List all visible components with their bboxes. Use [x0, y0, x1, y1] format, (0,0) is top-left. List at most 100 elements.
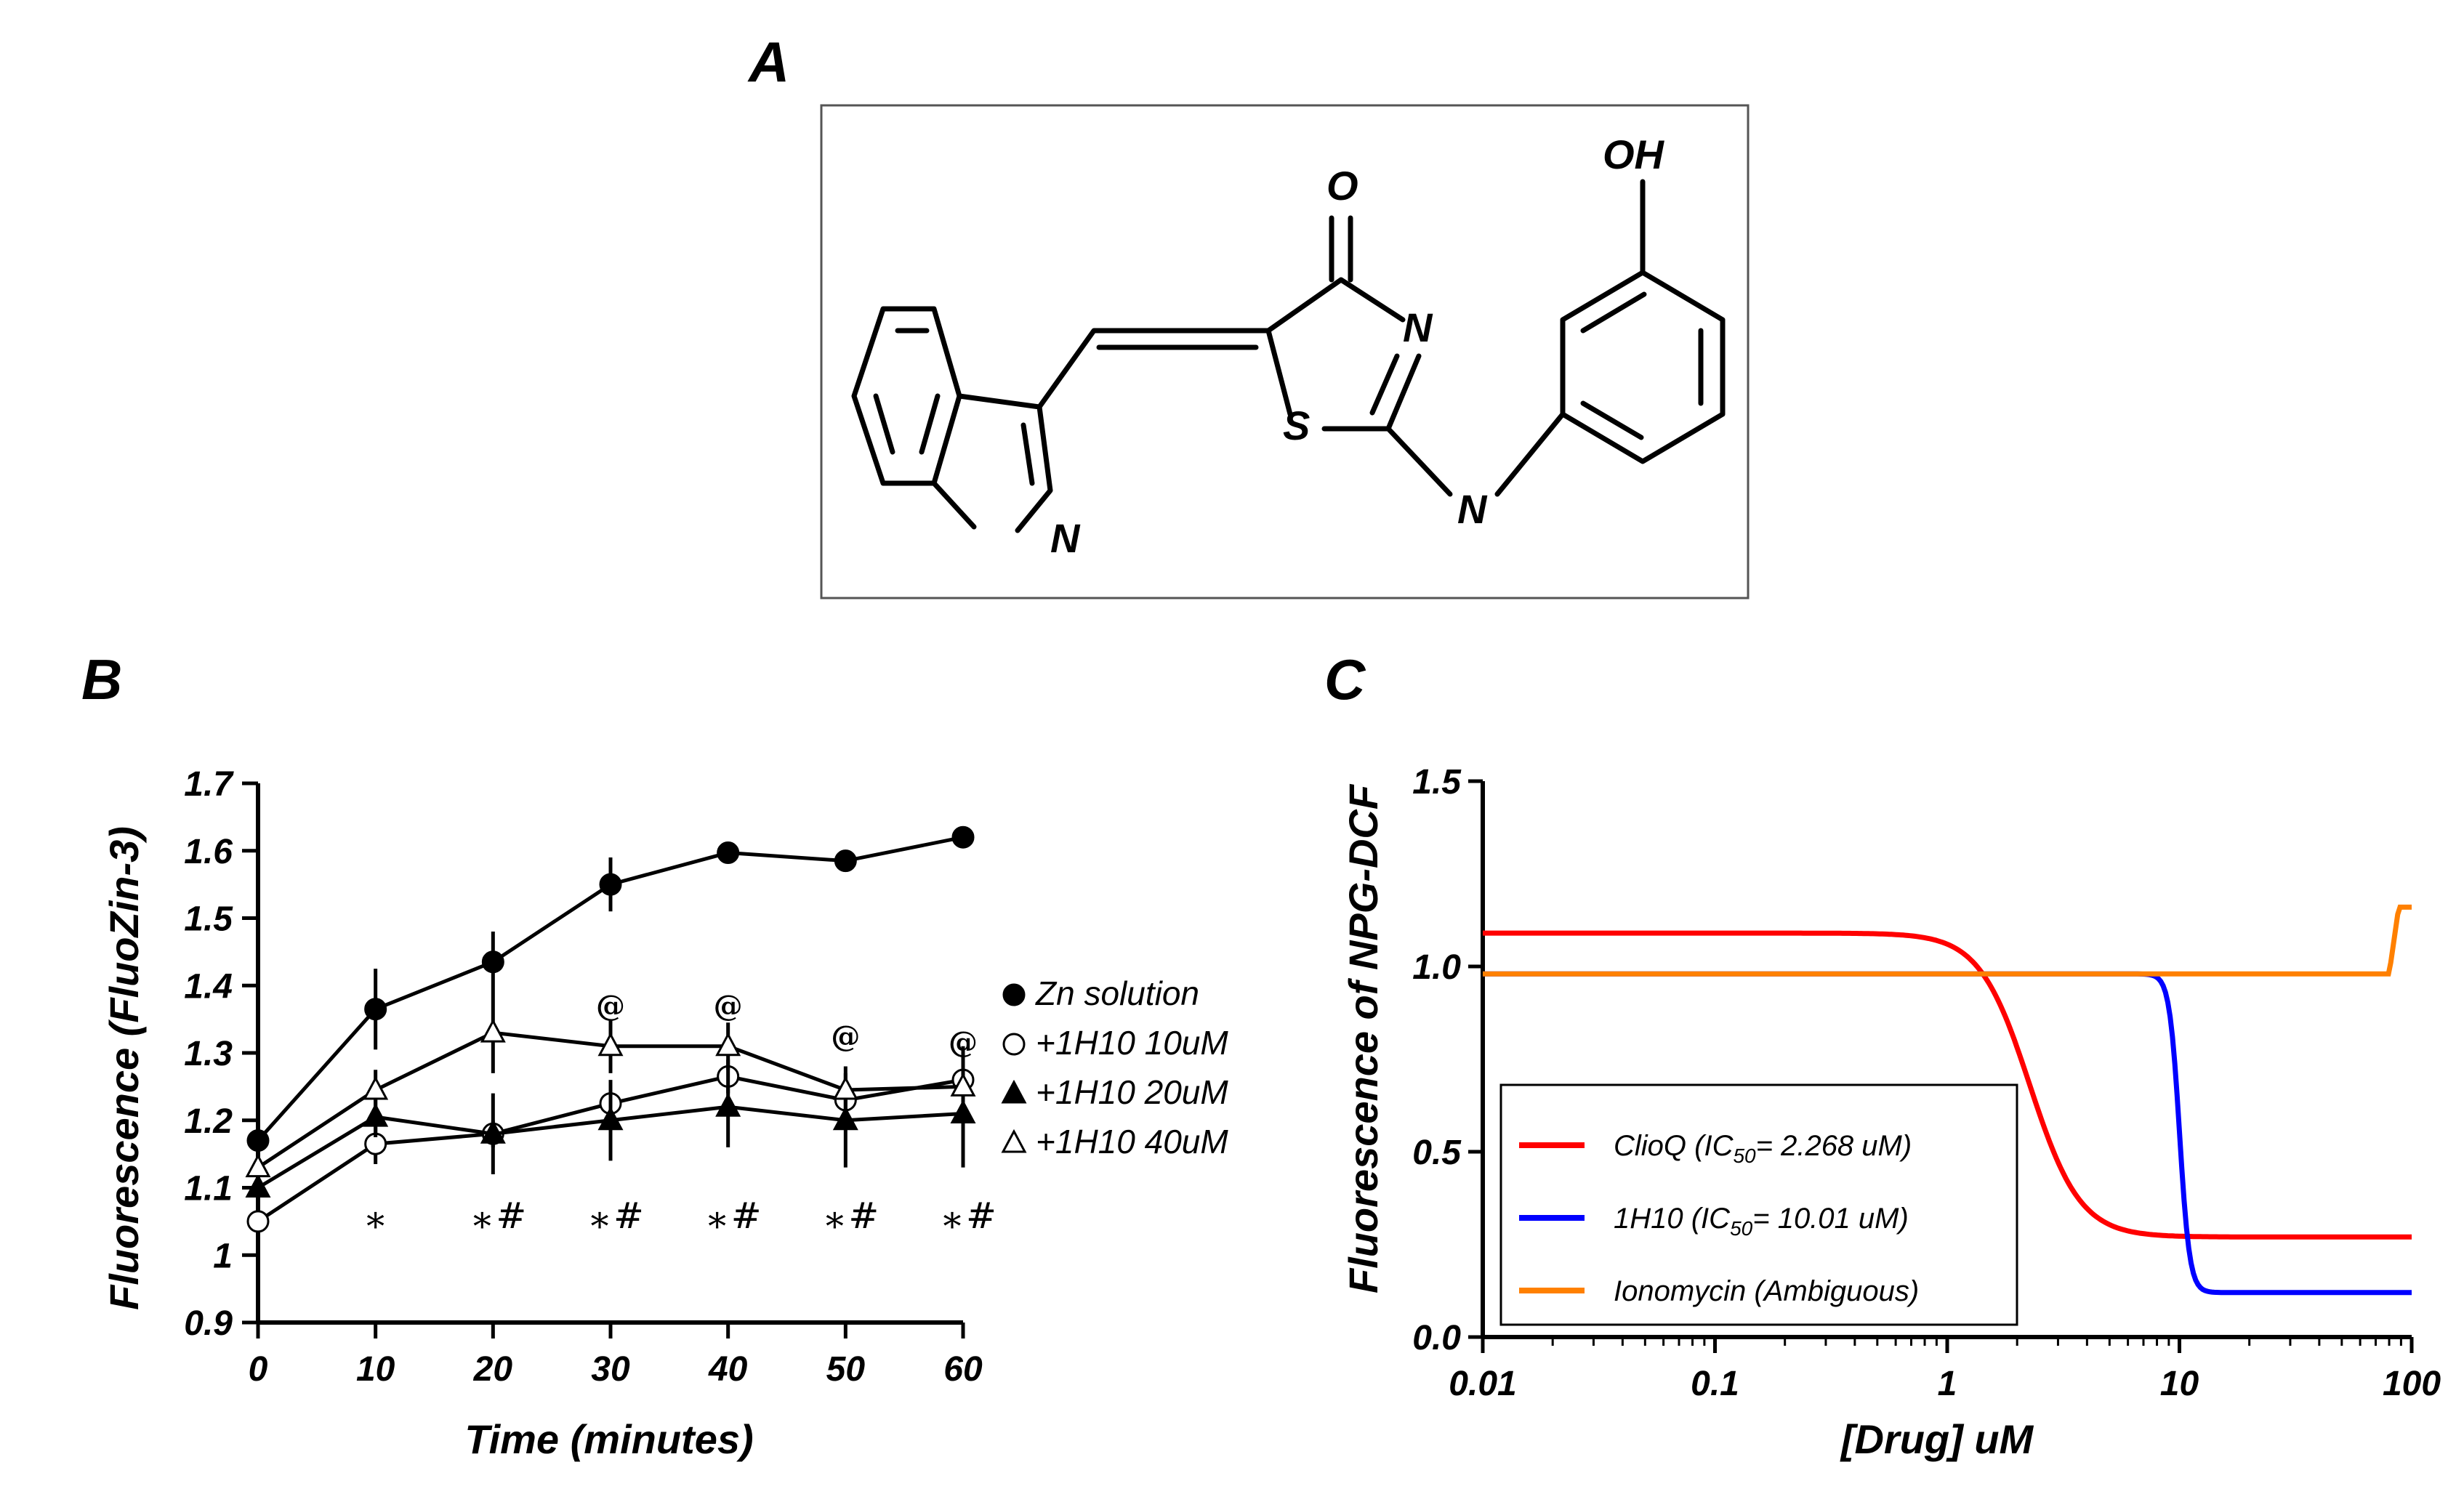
- chart-b-at-marker: @: [596, 989, 625, 1023]
- chart-c-x-tick-label: 1: [1938, 1365, 1957, 1403]
- chart-b-y-axis-title: Fluorescence (FluoZin-3): [101, 826, 147, 1310]
- molecule-structure: [851, 179, 1726, 533]
- chart-b-star-marker: *: [708, 1206, 726, 1248]
- chart-c-tick-labels: 0.0 0.5 1.0 1.5 0.01 0.1 1 10 100: [1412, 763, 2441, 1403]
- chart-b-data-point: [480, 1018, 506, 1043]
- chart-c-series-ionomycin-curve: [1483, 904, 2412, 977]
- chart-b-x-axis-title: Time (minutes): [464, 1416, 753, 1462]
- chart-c-y-tick-label: 0.0: [1412, 1319, 1461, 1357]
- atom-oh-label: OH: [1603, 132, 1665, 177]
- chart-b-x-tick-label: 40: [708, 1350, 748, 1389]
- chart-b-legend-marker: [1001, 1079, 1027, 1104]
- chart-c-y-tick-label: 1.0: [1412, 948, 1461, 987]
- chart-c-x-tick-label: 10: [2160, 1365, 2199, 1403]
- chart-b-x-tick-label: 30: [591, 1350, 630, 1389]
- chart-b-y-tick-label: 1.7: [184, 765, 234, 804]
- chart-b-data-point: [597, 1032, 624, 1057]
- chart-b: 0.9 1 1.1 1.2 1.3 1.4 1.5 1.6 1.7 0 10 20 30 40 50 60 *…: [101, 765, 1228, 1462]
- chart-b-data-point: [364, 998, 387, 1021]
- chart-b-y-tick-label: 1.2: [184, 1102, 233, 1141]
- chart-b-legend-marker: [1002, 983, 1026, 1006]
- chart-b-at-marker: @: [949, 1025, 978, 1059]
- chart-b-hash-marker: #: [613, 1195, 644, 1237]
- chart-c-legend: ClioQ (IC50= 2.268 uM) 1H10 (IC50= 10.01 …: [1499, 1083, 2018, 1326]
- chart-b-data-point: [245, 1153, 271, 1178]
- chart-b-data-point: [715, 1032, 741, 1057]
- chart-b-legend-label: Zn solution: [1035, 974, 1199, 1012]
- atom-ring-n-label: N: [1403, 304, 1433, 350]
- chart-b-star-marker: *: [473, 1206, 491, 1248]
- panel-b-letter: B: [81, 647, 122, 711]
- chart-c-y-tick-label: 1.5: [1412, 763, 1462, 801]
- chart-b-data-point: [715, 1093, 741, 1117]
- chart-b-at-marker: @: [831, 1019, 860, 1054]
- chart-b-x-tick-label: 60: [943, 1350, 983, 1389]
- chart-b-data-point: [363, 1102, 389, 1127]
- chart-b-hash-marker: #: [848, 1195, 879, 1237]
- chart-b-hash-marker: #: [731, 1195, 762, 1237]
- chart-b-data-point: [246, 1210, 270, 1233]
- chart-c-legend-label: 1H10 (IC50= 10.01 uM): [1614, 1203, 1909, 1240]
- chart-b-data-point: [245, 1174, 271, 1198]
- chart-b-y-tick-label: 1.4: [184, 967, 233, 1006]
- chart-b-series-1: [246, 825, 975, 1152]
- chart-b-tick-labels: 0.9 1 1.1 1.2 1.3 1.4 1.5 1.6 1.7 0 10 20 30 40 50 60: [184, 765, 983, 1389]
- chart-b-data-point: [363, 1075, 389, 1100]
- chart-c-legend-box: [1499, 1083, 2018, 1326]
- chart-c-legend-label: Ionomycin (Ambiguous): [1614, 1275, 1919, 1307]
- chart-b-series-4: [245, 992, 976, 1178]
- chart-c-x-axis-title: [Drug] uM: [1840, 1416, 2034, 1462]
- atom-amine-n-label: N: [1457, 486, 1488, 532]
- chart-b-legend-label: +1H10 40uM: [1036, 1123, 1228, 1160]
- chart-b-x-tick-label: 0: [249, 1350, 268, 1389]
- chart-b-data-point: [480, 1120, 506, 1144]
- atom-s-label: S: [1283, 403, 1310, 448]
- chart-b-y-tick-label: 0.9: [184, 1304, 233, 1343]
- chart-b-data-point: [717, 841, 740, 865]
- chart-b-hash-marker: #: [966, 1195, 997, 1237]
- chart-b-data-point: [832, 1075, 858, 1100]
- chart-b-x-tick-label: 10: [356, 1350, 395, 1389]
- chart-b-annotations: * * * * * *# # # # #@ @@ @: [366, 989, 997, 1248]
- chart-b-data-point: [832, 1106, 858, 1131]
- chart-c-legend-label: ClioQ (IC50= 2.268 uM): [1614, 1130, 1912, 1167]
- atom-carbonyl-o-label: O: [1326, 163, 1358, 209]
- chart-b-x-tick-label: 20: [473, 1350, 513, 1389]
- chart-c-x-tick-label: 0.1: [1691, 1365, 1739, 1403]
- chart-b-legend: Zn solution +1H10 10uM +1H10 20uM +1H10 40u…: [1001, 974, 1228, 1160]
- chart-b-hash-marker: #: [496, 1195, 526, 1237]
- chart-c-series-clioq-curve: [1483, 930, 2412, 1240]
- chart-c-series: [1483, 904, 2412, 1296]
- chart-b-data-point: [246, 1129, 270, 1152]
- chart-b-legend-marker: [1001, 1128, 1027, 1153]
- chart-b-y-tick-label: 1.3: [184, 1035, 233, 1073]
- chart-c-y-axis-title: Fluorescence of NPG-DCF: [1340, 783, 1386, 1293]
- chart-b-at-marker: @: [714, 989, 743, 1023]
- chart-b-series-3: [245, 1059, 976, 1202]
- chart-b-star-marker: *: [943, 1206, 962, 1248]
- chart-c: 0.0 0.5 1.0 1.5 0.01 0.1 1 10 100 ClioQ (IC50= 2…: [1340, 763, 2441, 1462]
- chart-c-x-tick-label: 100: [2383, 1365, 2441, 1403]
- chart-b-x-tick-label: 50: [826, 1350, 866, 1389]
- chart-b-data-point: [599, 873, 622, 896]
- chart-b-y-tick-label: 1: [213, 1237, 233, 1275]
- panel-c-letter: C: [1324, 647, 1366, 711]
- molecule-frame: [820, 104, 1750, 599]
- chart-b-data-point: [834, 849, 857, 873]
- atom-indole-n-label: N: [1050, 515, 1081, 561]
- chart-b-data-point: [951, 825, 975, 849]
- chart-c-x-tick-label: 0.01: [1449, 1365, 1516, 1403]
- chart-b-legend-label: +1H10 10uM: [1036, 1024, 1228, 1062]
- chart-b-star-marker: *: [366, 1206, 385, 1248]
- chart-b-star-marker: *: [591, 1206, 609, 1248]
- chart-b-data-point: [950, 1073, 976, 1097]
- chart-b-y-tick-label: 1.1: [184, 1170, 233, 1208]
- chart-c-axes: [1468, 779, 2414, 1353]
- panel-a-letter: A: [747, 30, 789, 94]
- chart-b-data-point: [597, 1106, 624, 1131]
- chart-b-star-marker: *: [826, 1206, 844, 1248]
- chart-b-data-point: [481, 950, 504, 974]
- chart-b-legend-label: +1H10 20uM: [1036, 1073, 1228, 1111]
- chart-b-y-tick-label: 1.6: [184, 833, 233, 871]
